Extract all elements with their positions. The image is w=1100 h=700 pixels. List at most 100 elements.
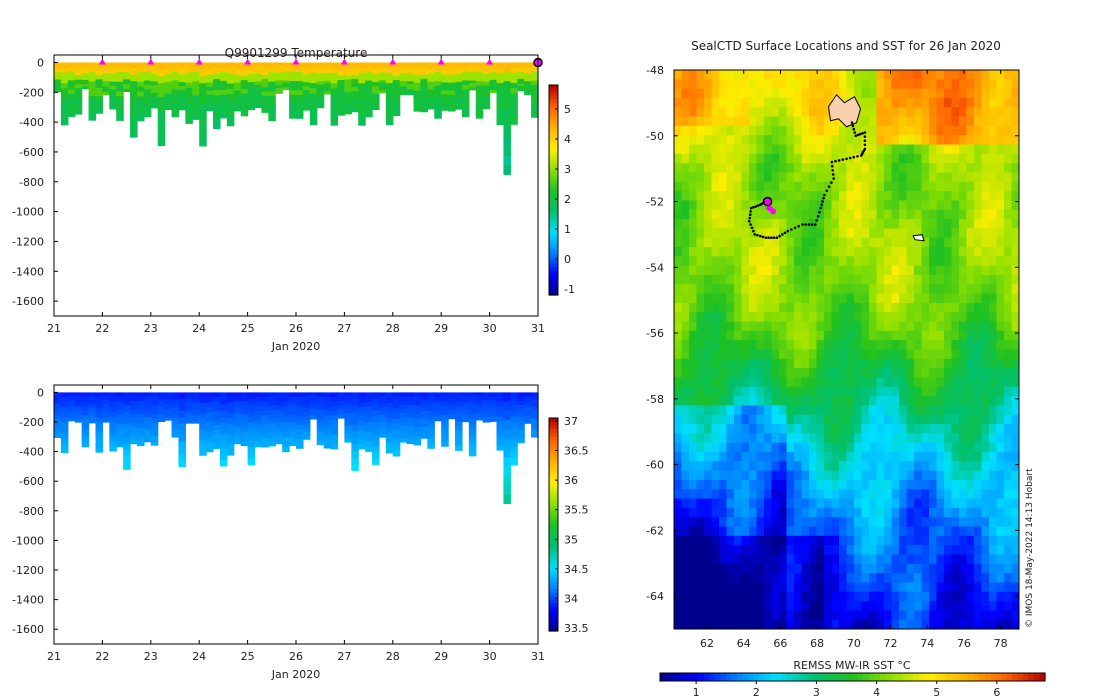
sst-cell (989, 619, 998, 629)
sst-cell (944, 461, 953, 472)
sst-cell (929, 442, 938, 453)
sst-cell (689, 237, 698, 248)
profile-cell (178, 417, 186, 424)
profile-cell (372, 101, 380, 107)
sst-cell (764, 321, 773, 332)
track-point (825, 189, 829, 193)
profile-cell (302, 431, 311, 436)
profile-cell (116, 62, 124, 68)
sst-cell (929, 284, 938, 295)
profile-cell (289, 436, 297, 442)
sst-cell (989, 461, 998, 472)
sst-cell (831, 125, 840, 137)
sst-cell (951, 88, 960, 99)
surface-marker (437, 58, 445, 65)
profile-cell (524, 410, 532, 414)
profile-cell (302, 82, 311, 87)
sst-cell (674, 107, 683, 118)
profile-cell (240, 418, 249, 424)
sst-cell (966, 274, 975, 286)
profile-cell (517, 67, 525, 71)
sst-cell (974, 293, 983, 304)
profile-cell (282, 64, 290, 68)
sst-cell (764, 172, 773, 183)
profile-cell (275, 413, 283, 419)
profile-cell (192, 412, 200, 416)
profile-cell (261, 433, 269, 439)
profile-cell (185, 412, 193, 416)
sst-cell (689, 396, 698, 407)
sst-cell (681, 554, 690, 565)
profile-cell (461, 71, 470, 77)
profile-cell (130, 124, 138, 132)
sst-cell (824, 535, 833, 546)
profile-cell (323, 72, 332, 77)
sst-cell (734, 461, 743, 472)
profile-cell (385, 77, 394, 84)
profile-cell (420, 415, 428, 420)
profile-cell (323, 438, 332, 444)
profile-cell (372, 434, 380, 441)
sst-cell (861, 321, 870, 332)
sst-cell (996, 237, 1005, 248)
sst-cell (824, 442, 833, 453)
sst-cell (711, 209, 720, 220)
profile-cell (178, 423, 186, 430)
profile-cell (219, 429, 228, 436)
sst-cell (681, 265, 690, 276)
sst-cell (704, 507, 713, 518)
profile-cell (385, 67, 394, 74)
x-tick-label: 31 (531, 650, 545, 663)
sst-cell (771, 489, 780, 500)
sst-cell (989, 405, 998, 416)
profile-cell (254, 401, 263, 407)
profile-cell (275, 65, 283, 69)
sst-cell (771, 451, 780, 463)
profile-cell (372, 105, 380, 111)
sst-cell (719, 247, 728, 258)
sst-cell (809, 88, 818, 99)
sst-cell (689, 442, 698, 453)
sst-cell (891, 293, 900, 304)
profile-cell (178, 86, 186, 91)
profile-cell (496, 98, 505, 105)
sst-cell (906, 321, 915, 332)
profile-cell (489, 64, 498, 69)
sst-cell (981, 163, 990, 174)
profile-cell (143, 396, 152, 402)
sst-cell (824, 70, 833, 81)
sst-cell (711, 302, 720, 314)
sst-cell (846, 442, 855, 453)
sst-cell (764, 219, 773, 230)
sst-cell (719, 601, 728, 612)
sst-cell (726, 451, 735, 463)
sst-cell (951, 219, 960, 230)
sst-cell (779, 88, 788, 99)
profile-cell (130, 130, 138, 138)
profile-cell (316, 435, 325, 441)
profile-cell (233, 413, 242, 419)
sst-cell (824, 498, 833, 509)
sst-cell (681, 349, 690, 360)
profile-cell (54, 422, 62, 427)
sst-cell (921, 507, 930, 518)
sst-cell (734, 601, 743, 612)
sst-cell (824, 144, 833, 155)
sst-cell (711, 368, 720, 379)
profile-cell (323, 420, 332, 426)
sst-cell (996, 200, 1005, 211)
profile-cell (296, 424, 304, 431)
sst-cell (861, 265, 870, 276)
sst-cell (996, 563, 1005, 574)
profile-cell (503, 457, 511, 467)
sst-cell (854, 274, 863, 286)
lon-tick-label: 62 (700, 637, 714, 650)
sst-cell (921, 70, 930, 81)
colorbar-segment (549, 253, 558, 258)
sst-cell (914, 135, 923, 146)
sst-cell (989, 526, 998, 537)
profile-cell (358, 420, 366, 426)
sst-cell (696, 507, 705, 518)
sst-cell (951, 591, 960, 602)
colorbar-segment (1012, 673, 1019, 681)
